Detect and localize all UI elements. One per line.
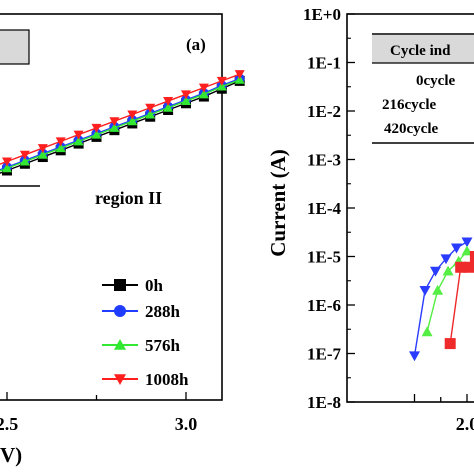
panel-b-series — [409, 237, 474, 362]
panel-a: (a) region II 2.5 3.0 V) 0h 288h 576h 1008h — [0, 13, 245, 467]
panel-a-frame — [0, 13, 223, 401]
panel-a-point-1008h — [109, 117, 120, 127]
panel-b-point-216cycle — [461, 245, 473, 256]
panel-a-point-1008h — [19, 150, 30, 160]
panel-b-point-0cycle — [430, 266, 441, 277]
panel-b-y-tick-label: 1E-8 — [307, 393, 341, 412]
panel-a-x-tick-label-0: 2.5 — [0, 414, 18, 434]
legend-marker-0h — [114, 279, 126, 291]
panel-b-y-tick-label: 1E-7 — [307, 345, 342, 364]
panel-a-legend: 0h 288h 576h 1008h — [102, 276, 189, 389]
panel-a-point-1008h — [37, 144, 48, 154]
panel-a-point-1008h — [234, 70, 245, 80]
panel-a-point-576h — [109, 122, 120, 132]
table-header-bg — [372, 35, 474, 63]
panel-a-point-1008h — [163, 97, 174, 107]
legend-label-1008h: 1008h — [145, 370, 189, 389]
panel-b-point-216cycle — [421, 326, 433, 337]
panel-a-point-1008h — [145, 103, 156, 113]
panel-a-point-576h — [216, 81, 227, 91]
legend-label-288h: 288h — [145, 302, 181, 321]
region-annotation: region II — [95, 188, 162, 208]
panel-a-x-tick-label-1: 3.0 — [175, 414, 198, 434]
panel-b-inset-table: Cycle ind 0cycle 216cycle 420cycle — [372, 33, 474, 144]
panel-a-series-line-576h — [0, 79, 240, 172]
panel-a-point-1008h — [181, 90, 191, 100]
panel-b-y-tick-label: 1E+0 — [303, 5, 341, 24]
panel-a-point-576h — [91, 129, 102, 139]
legend-marker-576h — [114, 339, 126, 350]
panel-a-point-576h — [234, 74, 245, 84]
panel-a-point-1008h — [127, 110, 138, 120]
panel-b-y-ticks — [347, 13, 355, 403]
panel-b-y-tick-labels: 1E+0 1E-1 1E-2 1E-3 1E-4 1E-5 1E-6 1E-7 1E-8 — [303, 5, 342, 412]
panel-b-x-tick-label-0: 2.0 — [456, 414, 474, 434]
panel-a-point-576h — [55, 143, 66, 153]
panel-a-series — [0, 70, 245, 176]
table-row-1: 216cycle — [382, 97, 436, 113]
panel-a-point-576h — [2, 163, 12, 173]
table-row-2: 420cycle — [384, 121, 438, 137]
panel-b-x-ticks — [413, 394, 468, 402]
panel-a-point-1008h — [2, 157, 12, 167]
panel-a-point-1008h — [216, 76, 227, 86]
panel-b-point-0cycle — [409, 351, 420, 362]
table-row-0: 0cycle — [416, 73, 455, 89]
panel-a-point-1008h — [55, 137, 66, 147]
panel-b-y-tick-label: 1E-5 — [307, 248, 341, 267]
panel-a-point-576h — [163, 102, 174, 112]
panel-a-point-576h — [37, 149, 48, 159]
panel-b-point-0cycle — [451, 243, 462, 254]
panel-b-y-axis-label: Current (A) — [266, 149, 290, 257]
panel-b-point-420cycle — [463, 261, 474, 273]
panel-b-y-tick-label: 1E-2 — [307, 102, 341, 121]
legend-label-576h: 576h — [145, 336, 181, 355]
panel-b: Current (A) 1E+0 1E-1 1E-2 1E-3 1E-4 1E-5 1E-6… — [266, 5, 474, 434]
legend-label-0h: 0h — [145, 276, 164, 295]
panel-a-point-576h — [73, 136, 84, 146]
panel-b-y-tick-label: 1E-6 — [307, 296, 341, 315]
panel-a-point-1008h — [73, 130, 84, 140]
panel-b-point-420cycle — [469, 251, 474, 262]
panel-a-point-576h — [145, 109, 156, 119]
panel-label: (a) — [186, 35, 206, 54]
panel-b-point-420cycle — [455, 261, 467, 273]
panel-b-point-216cycle — [442, 265, 454, 276]
panel-a-header-box — [0, 29, 30, 65]
panel-a-point-576h — [127, 116, 138, 126]
panel-b-point-0cycle — [461, 237, 473, 248]
panel-b-y-tick-label: 1E-3 — [307, 151, 341, 170]
legend-marker-288h — [114, 305, 126, 317]
legend-marker-1008h — [114, 374, 126, 385]
panel-a-point-576h — [198, 89, 209, 99]
panel-a-point-1008h — [91, 123, 102, 133]
panel-b-y-tick-label: 1E-1 — [307, 54, 341, 73]
panel-b-point-0cycle — [440, 254, 452, 265]
panel-a-x-ticks — [6, 392, 187, 400]
panel-b-y-tick-label: 1E-4 — [307, 199, 342, 218]
panel-b-point-420cycle — [444, 338, 456, 350]
panel-a-point-1008h — [198, 83, 209, 93]
table-header: Cycle ind — [390, 43, 451, 59]
panel-a-x-axis-label: V) — [0, 443, 22, 467]
panel-b-point-0cycle — [419, 286, 431, 296]
panel-b-point-216cycle — [432, 284, 444, 295]
panel-a-point-576h — [19, 156, 30, 166]
panel-a-point-576h — [181, 96, 191, 106]
